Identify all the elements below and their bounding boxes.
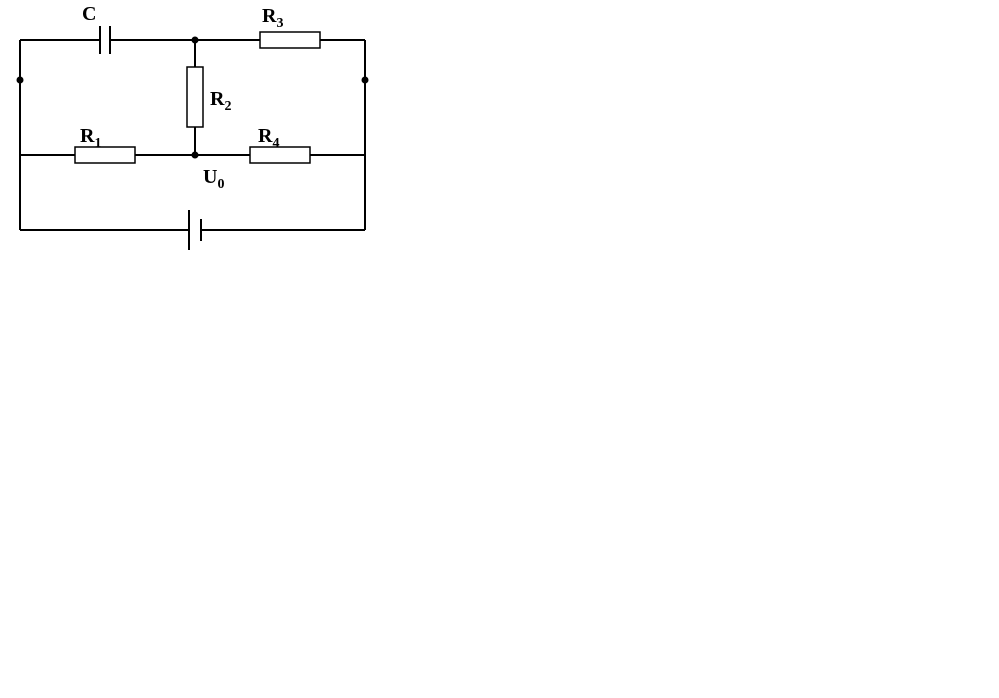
resistor-r2 (187, 67, 203, 127)
node-right (362, 77, 369, 84)
node-top-center (192, 37, 199, 44)
capacitor-c (100, 26, 110, 54)
resistor-r1 (75, 147, 135, 163)
node-mid-center (192, 152, 199, 159)
node-left (17, 77, 24, 84)
resistor-r3 (260, 32, 320, 48)
label-c: C (82, 3, 96, 25)
label-r2: R2 (210, 88, 231, 114)
circuit-diagram: C R3 R2 R1 R4 U0 (0, 0, 999, 698)
resistor-r4 (250, 147, 310, 163)
label-u0: U0 (203, 166, 224, 192)
battery-u0 (189, 210, 201, 250)
label-r3: R3 (262, 5, 283, 31)
